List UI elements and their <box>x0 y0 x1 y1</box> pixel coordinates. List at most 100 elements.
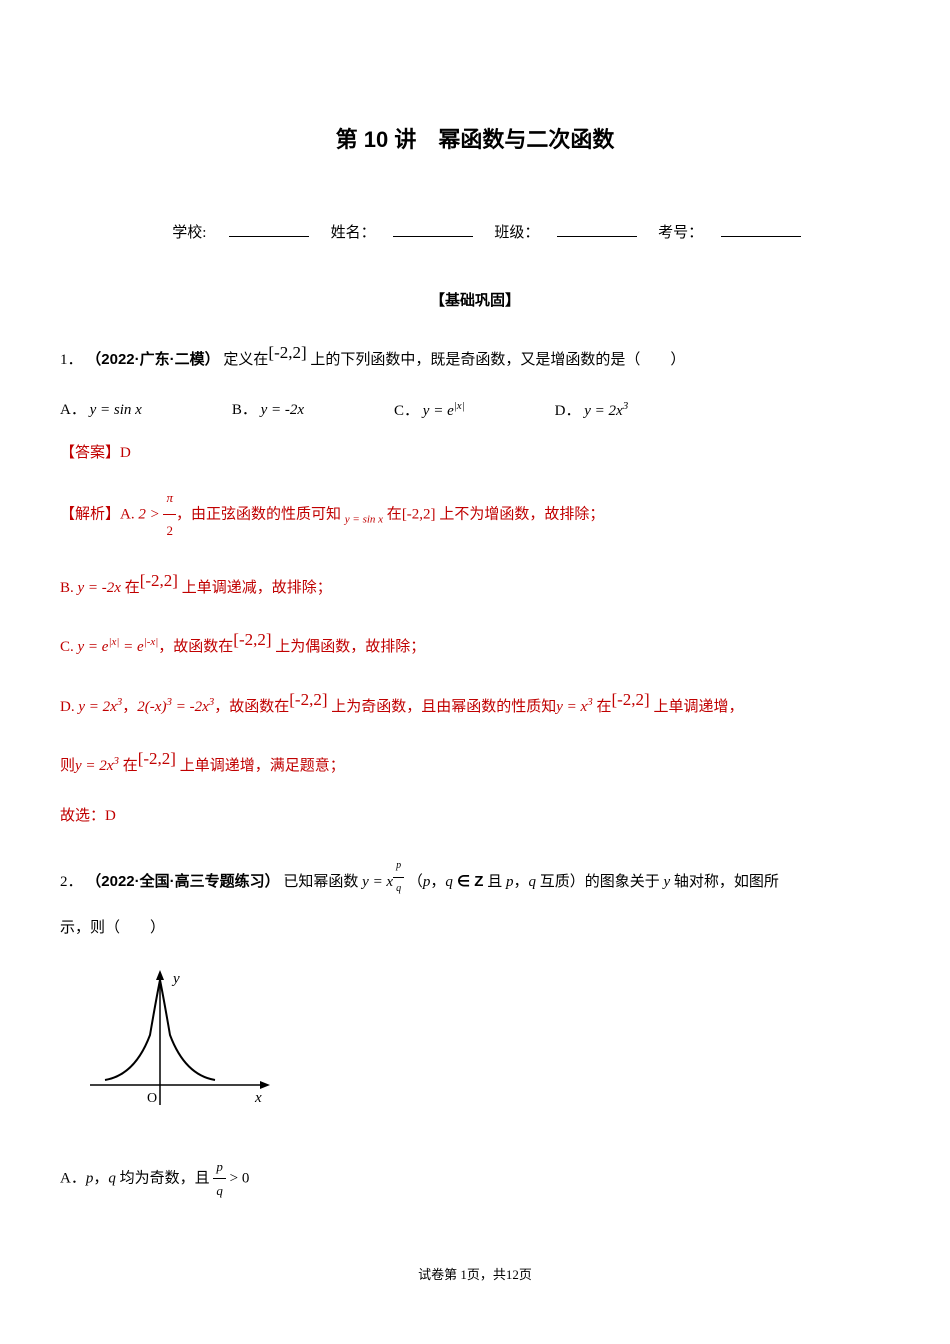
q1-ana-then1: 则 <box>60 758 75 774</box>
q1-opt-a-label: A． <box>60 402 86 418</box>
q1-ana-d-neg-base: 2(-x) <box>137 699 166 715</box>
q2-opt-a-text: 均为奇数，且 <box>116 1170 210 1186</box>
q1-ana-a-frac: π2 <box>163 482 176 548</box>
q1-ana-then-fx: y = 2x3 <box>75 758 119 774</box>
exam-blank <box>721 236 801 237</box>
q1-analysis-c: C. y = e|x| = e|-x|，故函数在[-2,2] 上为偶函数，故排除… <box>60 619 890 667</box>
q1-ana-then-fx-base: y = 2x <box>75 758 113 774</box>
q1-opt-d-prefix: y = 2 <box>584 403 616 419</box>
q1-ana-c3: 上为偶函数，故排除； <box>272 639 426 655</box>
q1-ana-a-sinx: y = sin x <box>345 513 383 525</box>
q1-answer-value: D <box>120 445 131 461</box>
q1-interval: [-2,2] <box>268 343 306 362</box>
q1-ana-a-frac-den: 2 <box>163 515 176 548</box>
q1-ana-d5: 在 <box>593 699 612 715</box>
q1-ana-d3: ，故函数在 <box>214 699 289 715</box>
q1-ana-d-interval: [-2,2] <box>289 690 327 709</box>
q1-ana-a-ineq: 2 > <box>138 506 163 522</box>
q1-opt-c-exp: |x| <box>454 400 465 412</box>
q1-source: （2022·广东·二模） <box>86 351 219 368</box>
q1-opt-b-var: x <box>297 402 304 418</box>
q1-opt-a-prefix: y = sin <box>90 402 136 418</box>
q1-analysis-a: 【解析】A. 2 > π2，由正弦函数的性质可知 y = sin x 在[-2,… <box>60 482 890 548</box>
q1-ana-d2: ， <box>122 699 137 715</box>
q2-and: 且 <box>483 874 506 890</box>
q2-comma2: ， <box>513 874 528 890</box>
q1-opt-b-label: B． <box>232 402 257 418</box>
q2-opt-a-gt: > 0 <box>226 1170 249 1186</box>
q1-text-1: 定义在 <box>223 352 268 368</box>
q2-q: q <box>445 874 453 890</box>
q2-text-4: 示，则（ ） <box>60 912 890 945</box>
q1-opt-c-prefix: y = e <box>423 403 454 419</box>
q2-text-3: 轴对称，如图所 <box>670 874 779 890</box>
question-2: 2． （2022·全国·高三专题练习） 已知幂函数 y = xpq （p，q ∈… <box>60 855 890 945</box>
q1-ana-c1: C. <box>60 639 78 655</box>
q1-option-a: A． y = sin x <box>60 397 142 425</box>
q1-ana-then2: 在 <box>119 758 138 774</box>
q1-opt-d-exp: 3 <box>623 400 629 412</box>
q2-option-a: A．p，q 均为奇数，且 pq > 0 <box>60 1155 890 1203</box>
class-blank <box>557 236 637 237</box>
q1-ana-a-interval: [-2,2] <box>402 506 436 522</box>
q1-text-2: 上的下列函数中，既是奇函数，又是增函数的是（ ） <box>310 352 685 368</box>
q1-option-b: B． y = -2x <box>232 397 304 425</box>
school-label: 学校: <box>149 220 229 247</box>
q2-opt-a-frac: pq <box>213 1155 226 1203</box>
q1-opt-b-formula: y = -2x <box>261 402 304 418</box>
q1-ana-b-fx: y = -2x <box>78 580 121 596</box>
q1-ana-a-frac-num: π <box>163 482 176 516</box>
page-footer: 试卷第 1页，共12页 <box>60 1263 890 1286</box>
q1-answer: 【答案】D <box>60 440 890 467</box>
q2-graph: y x O <box>80 965 890 1135</box>
q1-opt-d-label: D． <box>555 403 581 419</box>
q1-number: 1． <box>60 352 83 368</box>
q1-opt-a-var: x <box>135 402 142 418</box>
q1-ana-then3: 上单调递增，满足题意； <box>176 758 345 774</box>
q1-option-c: C． y = e|x| <box>394 397 465 425</box>
q1-option-d: D． y = 2x3 <box>555 397 629 425</box>
q2-text-2: （ <box>408 874 423 890</box>
q2-opt-a-frac-den: q <box>213 1179 226 1202</box>
q2-formula: y = xpq <box>362 874 404 890</box>
q1-opt-d-var: x <box>616 403 623 419</box>
y-label: y <box>171 971 180 987</box>
q1-ana-c-exp2: |-x| <box>144 636 159 648</box>
student-info-line: 学校: 姓名： 班级： 考号： <box>60 220 890 247</box>
name-label: 姓名： <box>313 220 393 247</box>
y-axis-arrow <box>156 970 164 980</box>
q1-analysis-conclusion: 故选：D <box>60 798 890 836</box>
q1-ana-c-fx1: y = e|x| = e|-x| <box>78 639 159 655</box>
q1-ana-then-interval: [-2,2] <box>138 749 176 768</box>
q1-analysis-d: D. y = 2x3，2(-x)3 = -2x3，故函数在[-2,2] 上为奇函… <box>60 679 890 727</box>
q2-formula-prefix: y = x <box>362 874 393 890</box>
lesson-title: 第 10 讲 幂函数与二次函数 <box>60 120 890 160</box>
q2-exp-num: p <box>393 855 404 878</box>
q1-ana-b1: B. <box>60 580 78 596</box>
name-blank <box>393 236 473 237</box>
q1-ana-d6: 上单调递增， <box>650 699 744 715</box>
o-label: O <box>147 1091 157 1106</box>
q1-opt-a-formula: y = sin x <box>90 402 142 418</box>
q1-ana-d-x3: y = x3 <box>556 699 592 715</box>
q2-opt-a-label: A． <box>60 1170 86 1186</box>
q2-opt-a-frac-num: p <box>213 1155 226 1179</box>
q1-opt-d-formula: y = 2x3 <box>584 403 628 419</box>
q1-ana-d-fx-base: y = 2x <box>78 699 116 715</box>
q1-ana-c-fx1-base: y = e <box>78 639 109 655</box>
q1-ana-c-interval: [-2,2] <box>233 630 271 649</box>
q1-answer-label: 【答案】 <box>60 445 120 461</box>
q2-number: 2． <box>60 874 83 890</box>
q1-ana-c-exp1: |x| <box>108 636 119 648</box>
q1-ana-a4: 上不为增函数，故排除； <box>436 506 605 522</box>
q2-coprime: 互质）的图象关于 <box>536 874 664 890</box>
q2-source: （2022·全国·高三专题练习） <box>86 873 279 890</box>
x-axis-arrow <box>260 1081 270 1089</box>
q1-analysis-b: B. y = -2x 在[-2,2] 上单调递减，故排除； <box>60 560 890 608</box>
q1-ana-a3: 在 <box>383 506 402 522</box>
q1-ana-c-eq: = e <box>119 639 143 655</box>
school-blank <box>229 236 309 237</box>
q2-in-z: ∈ Z <box>453 873 484 890</box>
q1-ana-d4: 上为奇函数，且由幂函数的性质知 <box>327 699 556 715</box>
q2-comma: ， <box>430 874 445 890</box>
